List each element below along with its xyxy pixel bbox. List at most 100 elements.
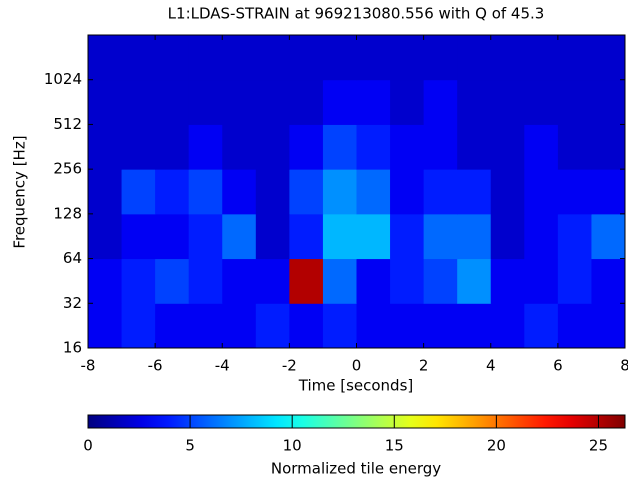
heat-cell <box>457 169 492 215</box>
x-tick-label: -4 <box>215 357 230 375</box>
heat-cell <box>490 124 525 170</box>
heat-cell <box>423 35 458 81</box>
heat-cell <box>457 213 492 260</box>
colorbar-label: Normalized tile energy <box>271 460 441 478</box>
heat-cell <box>188 169 223 215</box>
heat-cell <box>390 258 425 304</box>
heat-cell <box>155 169 190 215</box>
colorbar-tick-label: 5 <box>185 437 195 455</box>
heat-cell <box>390 169 425 215</box>
heat-cell <box>255 258 290 304</box>
x-tick-label: 6 <box>553 357 563 375</box>
heat-cell <box>222 303 257 349</box>
y-tick-label: 128 <box>53 204 82 222</box>
heat-cell <box>322 169 357 215</box>
heat-cell <box>289 169 324 215</box>
heat-cell <box>322 213 357 260</box>
heat-cell <box>524 258 559 304</box>
heat-cell <box>121 213 156 260</box>
heat-cell <box>356 124 391 170</box>
heat-cell <box>121 79 156 125</box>
heat-cell <box>591 79 626 125</box>
colorbar-tick-label: 15 <box>385 437 404 455</box>
heat-cell <box>222 169 257 215</box>
x-tick-label: -6 <box>148 357 163 375</box>
heat-cell <box>356 35 391 81</box>
heat-cell <box>457 303 492 349</box>
heat-cell <box>322 35 357 81</box>
x-tick-label: 8 <box>620 357 628 375</box>
heat-cell <box>155 303 190 349</box>
heat-cell <box>356 213 391 260</box>
y-tick-label: 32 <box>63 294 82 312</box>
heat-cell <box>188 35 223 81</box>
heat-cell <box>557 258 592 304</box>
heat-cell <box>88 124 123 170</box>
heat-cell <box>289 303 324 349</box>
heat-cell <box>222 213 257 260</box>
heat-cell <box>356 79 391 125</box>
heat-cell <box>121 35 156 81</box>
heat-cell <box>524 124 559 170</box>
heat-cell <box>524 303 559 349</box>
heat-cell <box>322 258 357 304</box>
heat-cell <box>591 169 626 215</box>
y-tick-label: 16 <box>63 339 82 357</box>
heat-cell <box>289 79 324 125</box>
heat-cell <box>524 35 559 81</box>
heat-cell <box>121 124 156 170</box>
heat-cell <box>121 303 156 349</box>
heat-cell <box>322 124 357 170</box>
heat-cell <box>88 35 123 81</box>
heat-cell <box>88 213 123 260</box>
x-tick-label: -2 <box>282 357 297 375</box>
x-tick-label: 0 <box>352 357 362 375</box>
heat-cell <box>423 303 458 349</box>
colorbar-tick-label: 20 <box>487 437 506 455</box>
heat-cell <box>356 169 391 215</box>
chart-title: L1:LDAS-STRAIN at 969213080.556 with Q o… <box>168 5 545 23</box>
heat-cell <box>524 79 559 125</box>
heat-cell <box>557 303 592 349</box>
heat-cell <box>155 35 190 81</box>
heat-cell <box>188 79 223 125</box>
heat-cell <box>457 258 492 304</box>
heat-cell <box>222 258 257 304</box>
heat-cell <box>490 303 525 349</box>
y-tick-label: 512 <box>53 115 82 133</box>
x-tick-label: 2 <box>419 357 429 375</box>
heat-cell <box>390 213 425 260</box>
heat-cell <box>289 258 324 304</box>
heat-cell <box>390 303 425 349</box>
heat-cell <box>423 213 458 260</box>
heat-cell <box>591 258 626 304</box>
heat-cell <box>390 124 425 170</box>
heat-cell <box>155 124 190 170</box>
heat-cell <box>490 35 525 81</box>
heat-cell <box>524 169 559 215</box>
heat-cell <box>88 303 123 349</box>
heat-cell <box>188 303 223 349</box>
heat-cell <box>255 303 290 349</box>
heat-cell <box>255 79 290 125</box>
heat-cell <box>255 35 290 81</box>
y-tick-label: 256 <box>53 160 82 178</box>
heat-cell <box>423 258 458 304</box>
heat-cell <box>222 124 257 170</box>
heat-cell <box>88 169 123 215</box>
colorbar <box>87 414 626 429</box>
heat-cell <box>322 79 357 125</box>
heat-cell <box>423 169 458 215</box>
heat-cell <box>222 79 257 125</box>
heat-cell <box>457 124 492 170</box>
heat-cell <box>222 35 257 81</box>
heat-cell <box>155 258 190 304</box>
heat-cell <box>490 258 525 304</box>
heat-cell <box>255 124 290 170</box>
heat-cell <box>88 258 123 304</box>
y-axis-label: Frequency [Hz] <box>11 135 29 248</box>
heat-cell <box>356 303 391 349</box>
heat-cell <box>557 79 592 125</box>
heat-cell <box>457 79 492 125</box>
heat-cell <box>155 213 190 260</box>
